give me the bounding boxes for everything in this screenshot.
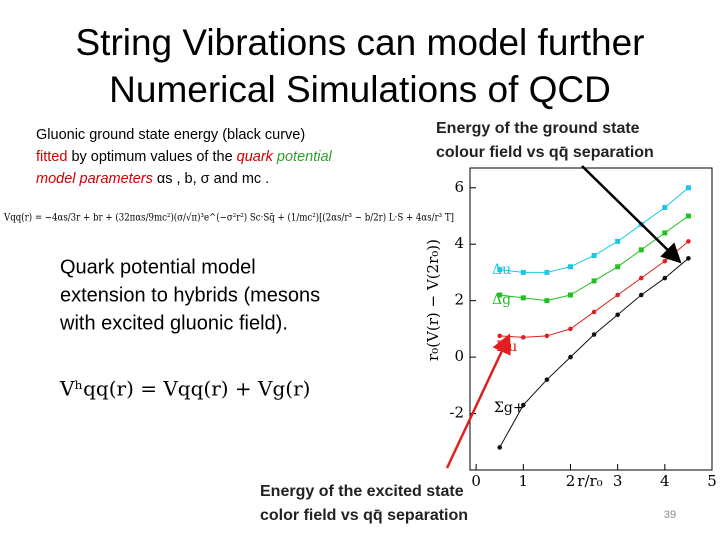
formula: Vʰqq(r) = Vqq(r) + Vg(r)	[59, 377, 310, 401]
marker	[497, 267, 503, 273]
description-line: fitted by optimum values of the quark poten…	[36, 149, 333, 165]
marker	[662, 205, 668, 211]
marker	[638, 275, 644, 281]
marker	[615, 292, 620, 298]
marker	[521, 402, 526, 408]
marker	[497, 333, 503, 339]
caption-line: Energy of the excited state	[260, 483, 464, 500]
hybrid-text: with excited gluonic field).	[59, 312, 288, 334]
x-tick-label: 3	[613, 472, 623, 490]
y-tick-label: 4	[454, 234, 464, 252]
page-number: 39	[664, 509, 676, 521]
marker	[638, 292, 644, 298]
hybrid-text: Quark potential model	[60, 256, 256, 278]
marker	[638, 247, 644, 253]
text-run: .	[265, 171, 269, 187]
y-axis-label: r₀(V(r) − V(2r₀))	[424, 239, 442, 361]
arrow	[445, 333, 511, 469]
marker	[662, 258, 668, 264]
marker	[568, 326, 573, 332]
marker	[686, 256, 691, 261]
plot-frame	[469, 167, 713, 471]
text-run: potential	[276, 149, 333, 165]
title-line: String Vibrations can model further	[75, 22, 644, 63]
y-tick-label: 6	[454, 178, 464, 196]
x-tick-label: 2	[566, 472, 576, 490]
title-line: Numerical Simulations of QCD	[109, 69, 611, 110]
marker	[567, 264, 573, 270]
formula: Vqq(r) = −4αs/3r + br + (32παs/9mc²)(σ/√…	[3, 213, 454, 224]
text-run: model parameters	[36, 171, 153, 187]
y-tick-label: 0	[454, 347, 464, 365]
marker	[568, 354, 573, 360]
x-tick-label: 0	[471, 472, 481, 490]
plot-title: colour field vs qq̄ separation	[436, 144, 654, 161]
text-run: σ and	[201, 171, 238, 187]
marker	[615, 238, 621, 244]
text-run: αs	[157, 171, 173, 187]
marker	[615, 264, 621, 270]
marker	[591, 309, 597, 315]
marker	[520, 269, 526, 275]
x-tick-label: 4	[660, 472, 670, 490]
plot-title: Energy of the ground state	[436, 120, 640, 137]
legend-label: Δg	[492, 292, 511, 308]
description-line: model parameters αs, b, σ and mc.	[36, 171, 269, 187]
text-run: fitted	[36, 149, 67, 165]
marker	[567, 292, 573, 298]
marker	[497, 445, 503, 450]
arrow	[581, 165, 682, 264]
marker	[591, 252, 597, 258]
text-run: mc	[242, 171, 261, 187]
marker	[591, 278, 597, 284]
marker	[662, 275, 668, 281]
caption-line: color field vs qq̄ separation	[260, 507, 468, 524]
marker	[591, 332, 597, 337]
marker	[544, 333, 550, 339]
marker	[685, 213, 691, 219]
x-tick-label: 1	[519, 472, 529, 490]
x-tick-label: 5	[707, 472, 717, 490]
series-line	[499, 187, 689, 273]
description-line: Gluonic ground state energy (black curve…	[36, 127, 305, 143]
y-tick-label: 2	[454, 291, 464, 309]
marker	[520, 295, 526, 301]
series-line	[499, 257, 689, 448]
text-run: by optimum values of the	[71, 149, 232, 165]
marker	[544, 298, 550, 304]
legend-label: Δu	[492, 262, 511, 278]
x-axis-label: r/r₀	[577, 472, 602, 490]
marker	[544, 377, 550, 382]
marker	[521, 335, 526, 340]
marker	[686, 239, 691, 244]
text-run: , b,	[177, 171, 197, 187]
marker	[615, 312, 620, 318]
legend-label: Σg+	[494, 400, 525, 416]
marker	[497, 292, 503, 298]
hybrid-text: extension to hybrids (mesons	[60, 284, 320, 306]
y-tick-label: -2	[449, 404, 464, 422]
text-run: quark	[237, 149, 274, 165]
marker	[685, 185, 691, 191]
marker	[544, 269, 550, 275]
marker	[662, 230, 668, 236]
series-line	[499, 215, 689, 302]
